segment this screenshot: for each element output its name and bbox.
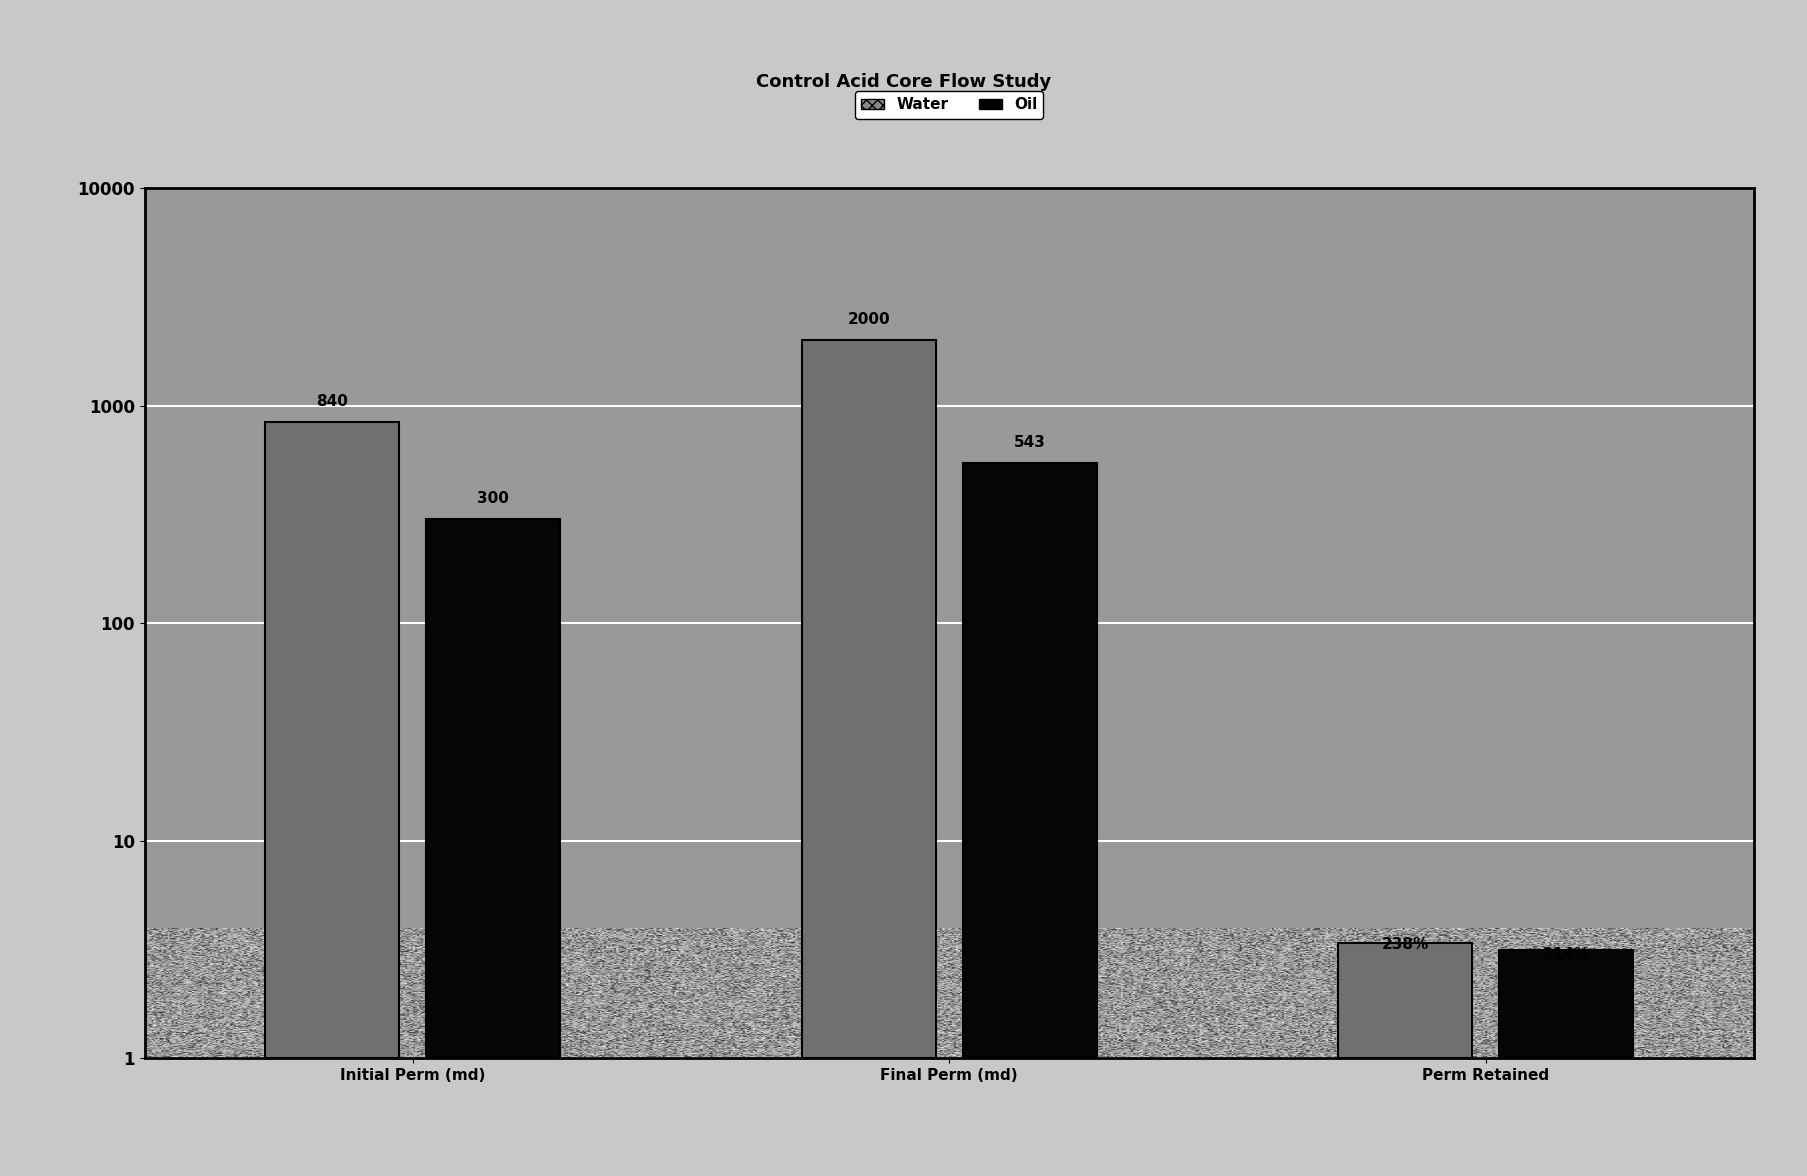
Bar (801, 340, 936, 1058)
Text: 238%: 238% (1381, 936, 1428, 951)
Bar (266, 422, 399, 1058)
Text: 214%: 214% (1541, 947, 1588, 962)
Text: 2000: 2000 (847, 312, 889, 327)
Text: 300: 300 (477, 492, 510, 507)
Bar (1337, 943, 1471, 1058)
Bar (1498, 950, 1632, 1058)
Bar (426, 519, 560, 1058)
Bar (961, 463, 1097, 1058)
Legend: Water, Oil: Water, Oil (855, 92, 1043, 119)
Text: Control Acid Core Flow Study: Control Acid Core Flow Study (755, 73, 1052, 92)
Text: 840: 840 (316, 394, 349, 409)
Text: 543: 543 (1014, 435, 1044, 450)
